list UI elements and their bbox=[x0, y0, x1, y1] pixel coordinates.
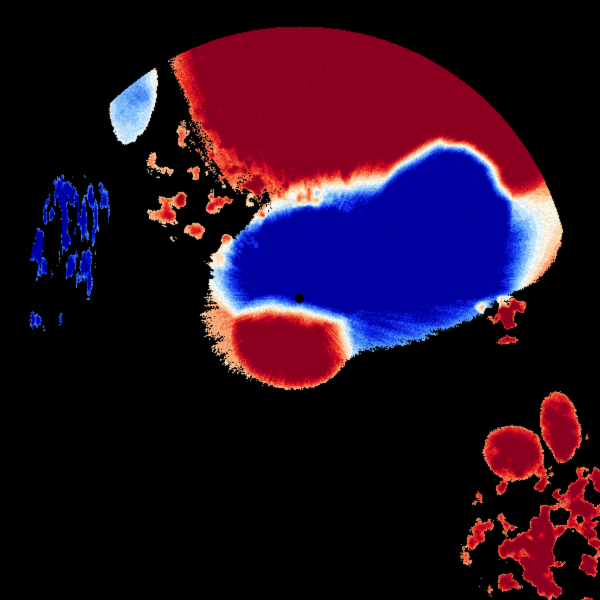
radar-velocity-canvas bbox=[0, 0, 600, 600]
radar-velocity-display bbox=[0, 0, 600, 600]
